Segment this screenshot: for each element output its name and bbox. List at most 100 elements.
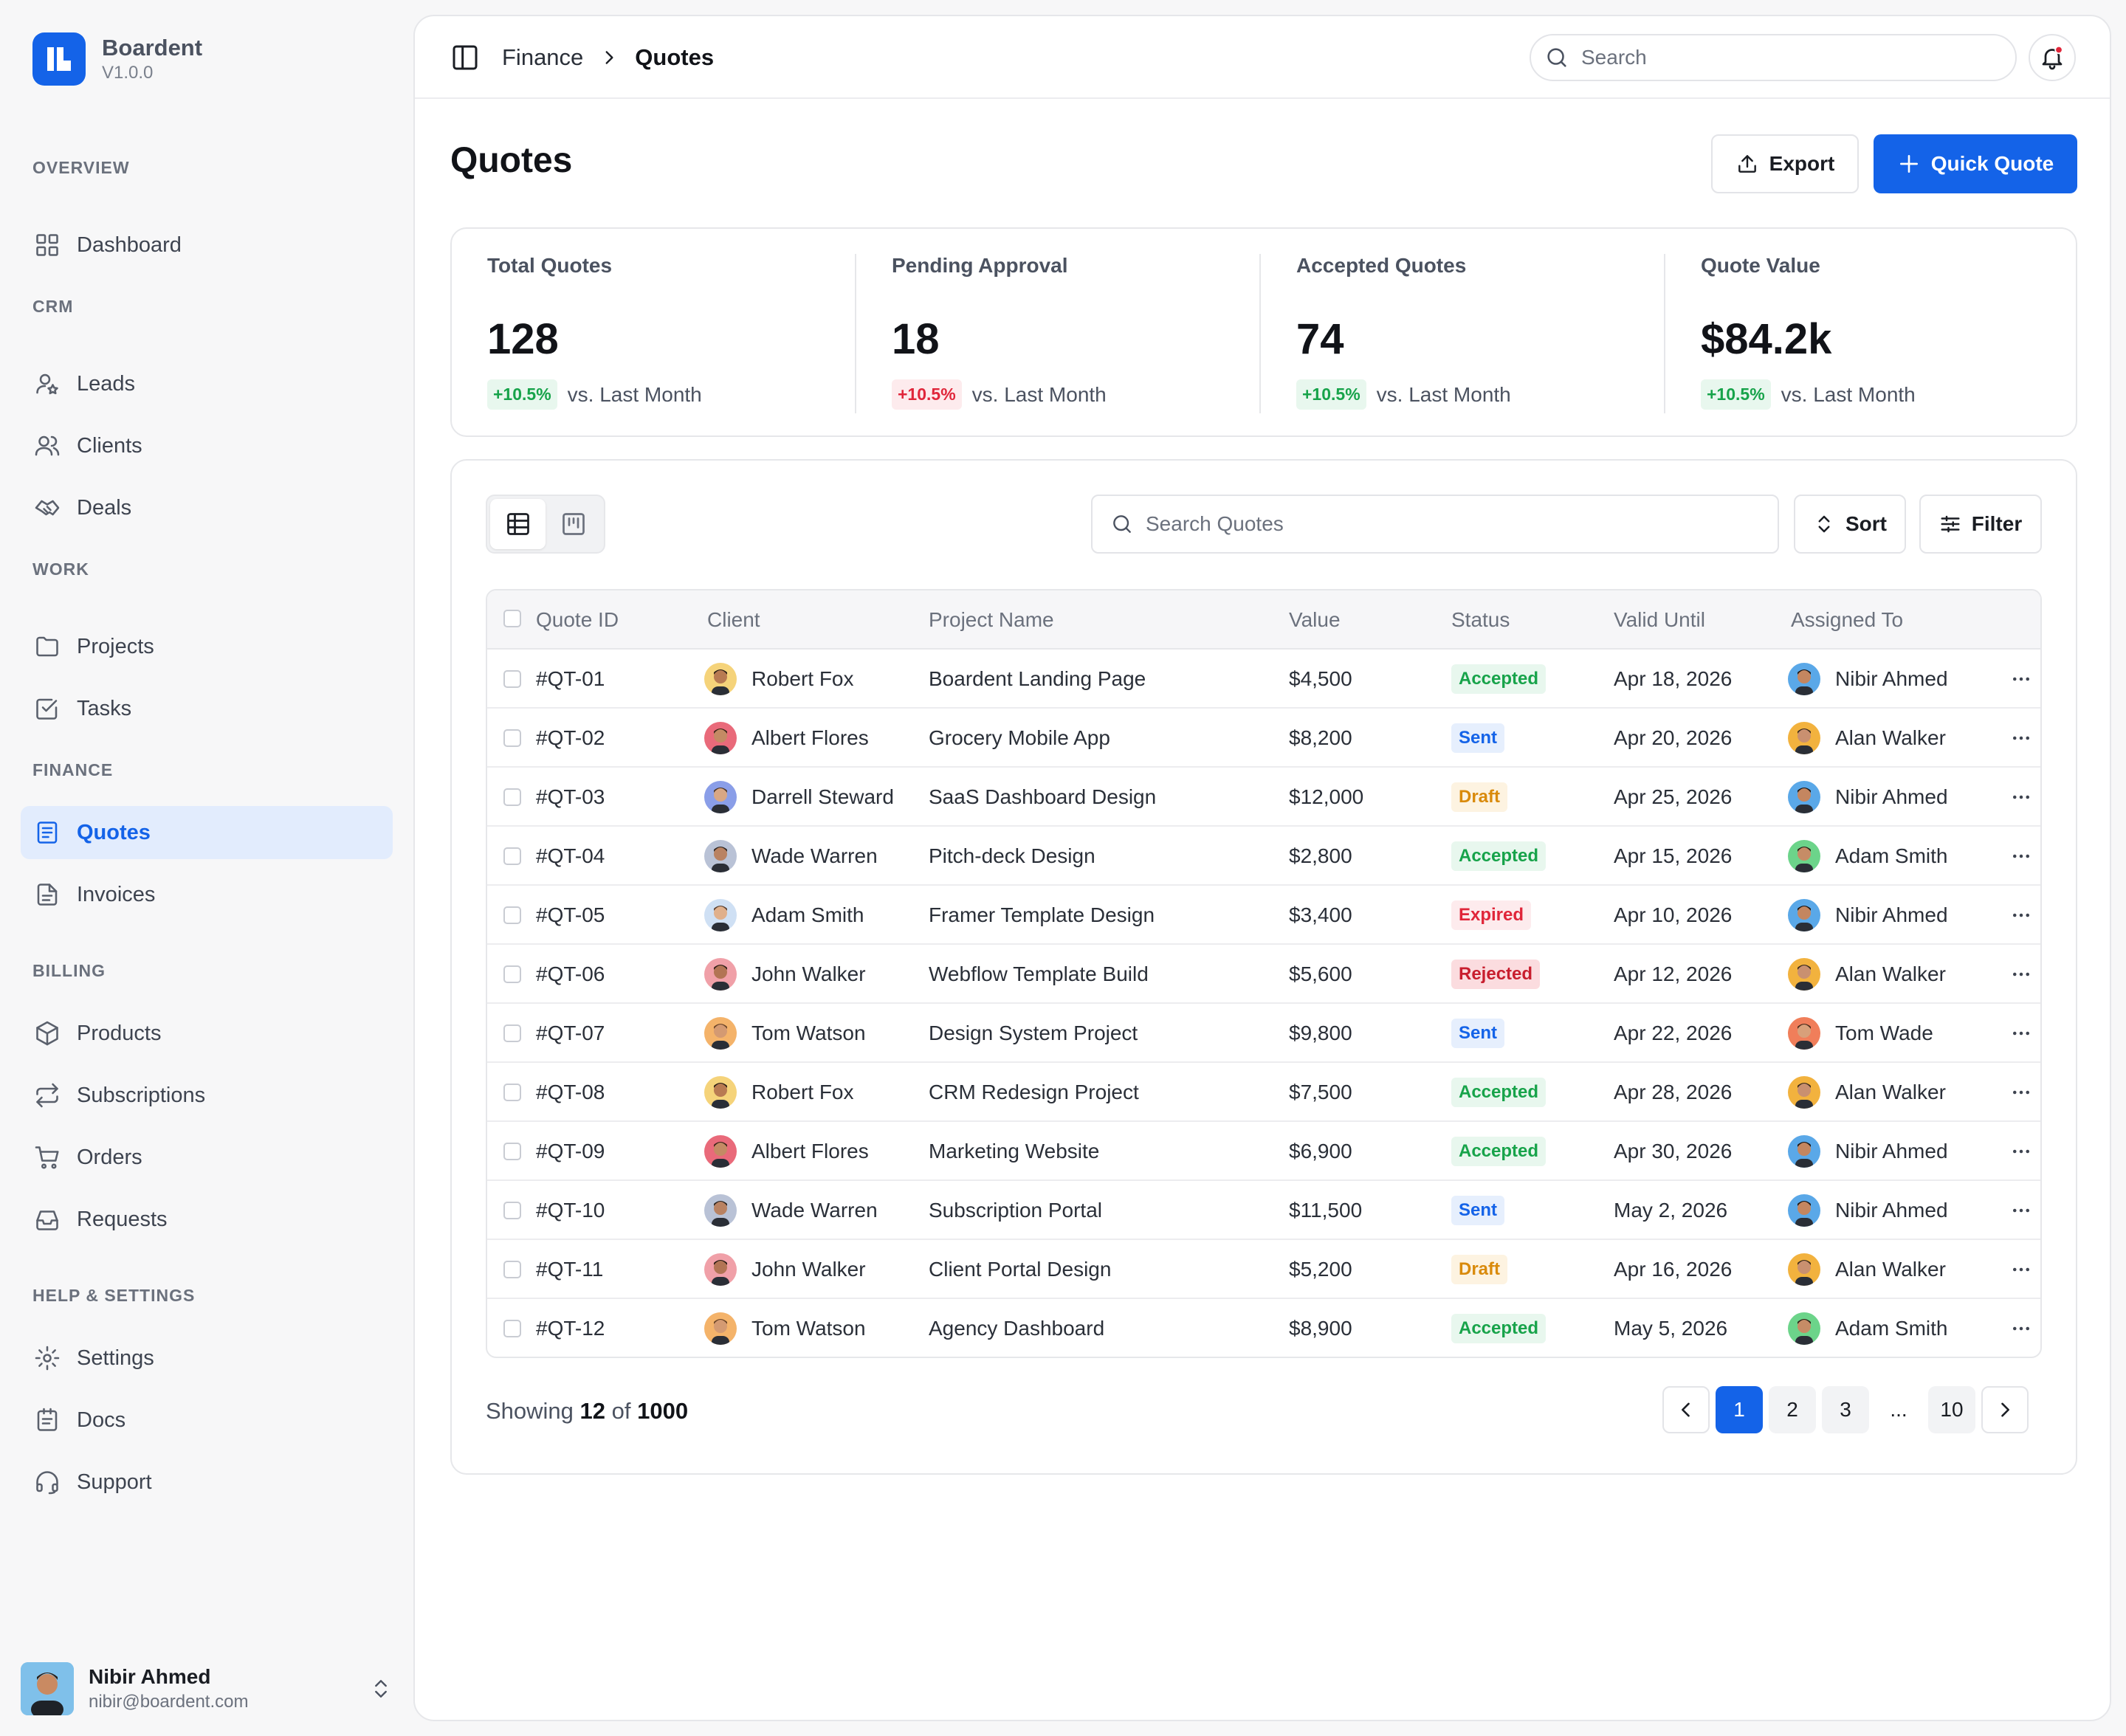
page-button[interactable]: 1 — [1716, 1386, 1763, 1433]
table-row[interactable]: #QT-07 Tom Watson Design System Project … — [487, 1004, 2040, 1063]
sidebar-item-orders[interactable]: Orders — [21, 1131, 393, 1184]
quote-id[interactable]: #QT-01 — [536, 667, 605, 690]
row-checkbox[interactable] — [503, 1202, 521, 1219]
more-options-icon[interactable] — [2006, 1004, 2036, 1063]
brand[interactable]: Boardent V1.0.0 — [32, 32, 202, 86]
col-assigned-to[interactable]: Assigned To — [1791, 608, 1904, 631]
table-row[interactable]: #QT-09 Albert Flores Marketing Website $… — [487, 1122, 2040, 1181]
select-all-checkbox[interactable] — [503, 610, 521, 627]
col-valid-until[interactable]: Valid Until — [1614, 608, 1705, 631]
page-button[interactable]: 3 — [1822, 1386, 1869, 1433]
status-cell: Rejected — [1451, 945, 1541, 1004]
more-options-icon[interactable] — [2006, 1181, 2036, 1240]
more-options-icon[interactable] — [2006, 768, 2036, 827]
sidebar-item-subscriptions[interactable]: Subscriptions — [21, 1069, 393, 1122]
col-project-name[interactable]: Project Name — [929, 608, 1054, 631]
row-checkbox[interactable] — [503, 1084, 521, 1101]
row-checkbox[interactable] — [503, 1024, 521, 1042]
quote-id[interactable]: #QT-03 — [536, 785, 605, 808]
sort-button[interactable]: Sort — [1794, 495, 1906, 554]
quote-id[interactable]: #QT-04 — [536, 844, 605, 867]
more-options-icon[interactable] — [2006, 1240, 2036, 1299]
more-options-icon[interactable] — [2006, 886, 2036, 945]
quote-id[interactable]: #QT-06 — [536, 962, 605, 985]
table-row[interactable]: #QT-10 Wade Warren Subscription Portal $… — [487, 1181, 2040, 1240]
more-options-icon[interactable] — [2006, 1299, 2036, 1357]
stat-label: Pending Approval — [892, 254, 1068, 277]
global-search[interactable] — [1530, 34, 2017, 81]
quote-id[interactable]: #QT-08 — [536, 1081, 605, 1103]
board-view-button[interactable] — [546, 499, 601, 549]
row-checkbox[interactable] — [503, 1320, 521, 1337]
table-row[interactable]: #QT-08 Robert Fox CRM Redesign Project $… — [487, 1063, 2040, 1122]
next-page-button[interactable] — [1981, 1386, 2029, 1433]
sidebar-item-dashboard[interactable]: Dashboard — [21, 218, 393, 272]
sidebar-item-requests[interactable]: Requests — [21, 1193, 393, 1246]
status-badge: Accepted — [1451, 1078, 1547, 1107]
row-checkbox[interactable] — [503, 906, 521, 924]
quotes-search[interactable] — [1091, 495, 1779, 554]
prev-page-button[interactable] — [1662, 1386, 1710, 1433]
quote-id[interactable]: #QT-11 — [536, 1258, 604, 1281]
row-checkbox[interactable] — [503, 847, 521, 865]
more-options-icon[interactable] — [2006, 650, 2036, 709]
table-row[interactable]: #QT-02 Albert Flores Grocery Mobile App … — [487, 709, 2040, 768]
sidebar-item-docs[interactable]: Docs — [21, 1394, 393, 1447]
row-checkbox[interactable] — [503, 670, 521, 688]
sidebar-item-products[interactable]: Products — [21, 1007, 393, 1060]
quote-id[interactable]: #QT-09 — [536, 1140, 605, 1162]
assignee-name: Alan Walker — [1835, 962, 1946, 985]
sidebar-item-clients[interactable]: Clients — [21, 419, 393, 472]
valid-until: Apr 15, 2026 — [1614, 844, 1733, 867]
more-options-icon[interactable] — [2006, 709, 2036, 768]
sidebar-item-settings[interactable]: Settings — [21, 1332, 393, 1385]
sidebar-item-projects[interactable]: Projects — [21, 620, 393, 673]
table-row[interactable]: #QT-01 Robert Fox Boardent Landing Page … — [487, 650, 2040, 709]
more-options-icon[interactable] — [2006, 1122, 2036, 1181]
quote-id[interactable]: #QT-10 — [536, 1199, 605, 1222]
notifications-button[interactable] — [2029, 34, 2076, 81]
quote-id[interactable]: #QT-02 — [536, 726, 605, 749]
more-options-icon[interactable] — [2006, 1063, 2036, 1122]
table-row[interactable]: #QT-03 Darrell Steward SaaS Dashboard De… — [487, 768, 2040, 827]
stat-accepted-quotes: Accepted Quotes 74 +10.5% vs. Last Month — [1261, 229, 1665, 435]
table-row[interactable]: #QT-06 John Walker Webflow Template Buil… — [487, 945, 2040, 1004]
row-checkbox[interactable] — [503, 1261, 521, 1278]
sidebar-item-invoices[interactable]: Invoices — [21, 868, 393, 921]
sidebar-item-quotes[interactable]: Quotes — [21, 806, 393, 859]
table-row[interactable]: #QT-05 Adam Smith Framer Template Design… — [487, 886, 2040, 945]
quotes-search-input[interactable] — [1146, 512, 1766, 536]
row-checkbox[interactable] — [503, 1143, 521, 1160]
sidebar-item-deals[interactable]: Deals — [21, 481, 393, 534]
page-button[interactable]: 10 — [1928, 1386, 1975, 1433]
sidebar-item-support[interactable]: Support — [21, 1456, 393, 1509]
sidebar-toggle-icon[interactable] — [450, 43, 480, 72]
row-checkbox[interactable] — [503, 965, 521, 983]
quick-quote-button[interactable]: Quick Quote — [1874, 134, 2077, 193]
quote-id[interactable]: #QT-07 — [536, 1022, 605, 1044]
quote-id[interactable]: #QT-05 — [536, 903, 605, 926]
col-quote-id[interactable]: Quote ID — [536, 608, 619, 631]
row-checkbox[interactable] — [503, 729, 521, 747]
col-value[interactable]: Value — [1289, 608, 1341, 631]
row-checkbox[interactable] — [503, 788, 521, 806]
col-status[interactable]: Status — [1451, 608, 1510, 631]
table-row[interactable]: #QT-12 Tom Watson Agency Dashboard $8,90… — [487, 1299, 2040, 1357]
search-input[interactable] — [1581, 46, 1995, 69]
more-options-icon[interactable] — [2006, 827, 2036, 886]
table-row[interactable]: #QT-11 John Walker Client Portal Design … — [487, 1240, 2040, 1299]
col-client[interactable]: Client — [707, 608, 760, 631]
breadcrumb-finance[interactable]: Finance — [502, 44, 584, 70]
filter-button[interactable]: Filter — [1919, 495, 2042, 554]
export-button[interactable]: Export — [1711, 134, 1859, 193]
page-button[interactable]: 2 — [1769, 1386, 1816, 1433]
table-view-button[interactable] — [490, 499, 546, 549]
sidebar-item-tasks[interactable]: Tasks — [21, 682, 393, 735]
sidebar-item-leads[interactable]: Leads — [21, 357, 393, 410]
more-options-icon[interactable] — [2006, 945, 2036, 1004]
handshake-icon — [32, 493, 62, 523]
table-row[interactable]: #QT-04 Wade Warren Pitch-deck Design $2,… — [487, 827, 2040, 886]
quote-id[interactable]: #QT-12 — [536, 1317, 605, 1340]
user-card[interactable]: Nibir Ahmed nibir@boardent.com — [21, 1659, 393, 1718]
chevron-up-down-icon[interactable] — [369, 1677, 393, 1701]
